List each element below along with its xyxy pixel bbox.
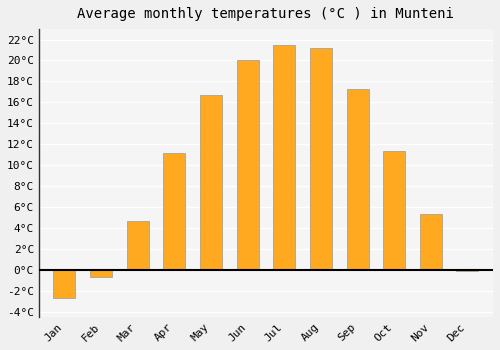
Bar	[420, 214, 442, 270]
Bar	[456, 270, 478, 271]
Bar	[164, 153, 186, 270]
Bar	[310, 48, 332, 270]
Bar	[346, 89, 368, 270]
Title: Average monthly temperatures (°C ) in Munteni: Average monthly temperatures (°C ) in Mu…	[78, 7, 454, 21]
Bar	[90, 270, 112, 277]
Bar	[274, 45, 295, 270]
Bar	[200, 95, 222, 270]
Bar	[126, 220, 148, 270]
Bar	[383, 152, 405, 270]
Bar	[54, 270, 76, 298]
Bar	[236, 61, 258, 270]
